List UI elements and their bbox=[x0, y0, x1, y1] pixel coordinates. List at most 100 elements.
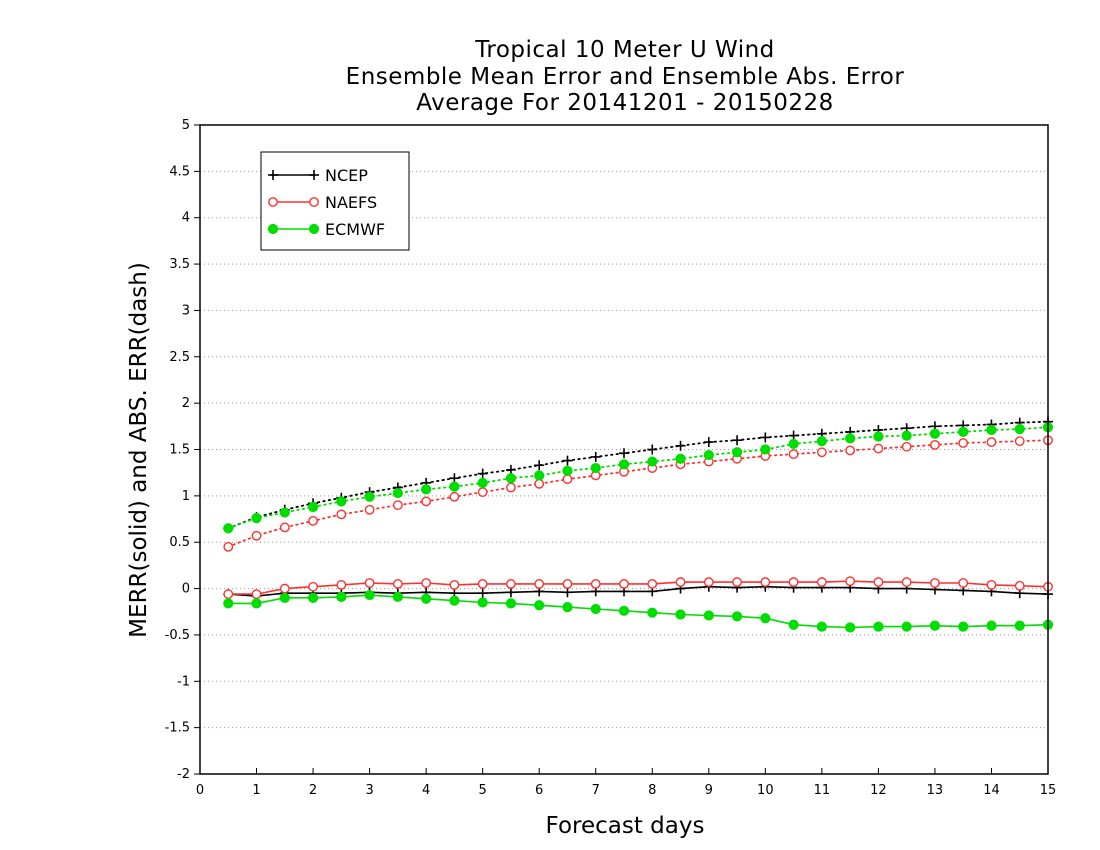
point-ncep-abs-err-9 bbox=[477, 468, 488, 479]
point-naefs-merr-11 bbox=[534, 579, 545, 589]
point-naefs-merr-5 bbox=[364, 578, 375, 588]
point-naefs-abs-err-23 bbox=[873, 443, 884, 454]
point-ecmwf-merr-14 bbox=[618, 605, 630, 616]
x-axis-ticks: 0 1 2 3 4 5 6 7 8 9 10 11 12 13 14 15 bbox=[196, 768, 1056, 798]
point-ecmwf-abs-err-19 bbox=[760, 444, 771, 455]
point-ecmwf-abs-err-14 bbox=[618, 459, 630, 470]
point-ecmwf-abs-err-3 bbox=[307, 501, 319, 513]
point-naefs-abs-err-0 bbox=[223, 541, 234, 552]
point-naefs-abs-err-24 bbox=[901, 441, 912, 452]
point-ecmwf-abs-err-16 bbox=[675, 453, 686, 464]
point-ecmwf-merr-13 bbox=[590, 603, 601, 615]
point-ecmwf-merr-4 bbox=[336, 591, 347, 603]
x-tick-label-10: 10 bbox=[757, 783, 774, 798]
point-naefs-merr-24 bbox=[901, 577, 912, 587]
point-naefs-merr-16 bbox=[675, 577, 686, 587]
point-naefs-merr-15 bbox=[647, 579, 658, 589]
point-naefs-abs-err-1 bbox=[251, 530, 262, 541]
point-naefs-merr-4 bbox=[336, 579, 347, 590]
point-ncep-abs-err-13 bbox=[590, 451, 601, 462]
point-ecmwf-merr-22 bbox=[845, 622, 856, 633]
point-ecmwf-merr-27 bbox=[986, 620, 997, 631]
legend-marker-left-ecmwf bbox=[267, 223, 279, 235]
point-naefs-merr-2 bbox=[279, 583, 290, 594]
point-naefs-merr-26 bbox=[958, 578, 969, 588]
point-naefs-abs-err-26 bbox=[958, 438, 969, 448]
point-ecmwf-merr-1 bbox=[251, 598, 262, 609]
legend-marker-left-ncep bbox=[268, 170, 278, 180]
title-line-3: Average For 20141201 - 20150228 bbox=[416, 90, 834, 116]
point-ecmwf-abs-err-18 bbox=[731, 447, 743, 458]
point-naefs-merr-18 bbox=[732, 577, 742, 587]
point-naefs-merr-9 bbox=[477, 579, 488, 589]
point-ecmwf-abs-err-28 bbox=[1014, 424, 1025, 435]
x-tick-label-9: 9 bbox=[705, 783, 713, 798]
y-tick-label-13: 4.5 bbox=[169, 164, 190, 179]
point-naefs-merr-12 bbox=[562, 579, 573, 589]
series-line-naefs-abs-err bbox=[227, 439, 1049, 548]
point-ncep-abs-err-11 bbox=[534, 460, 545, 471]
point-naefs-merr-6 bbox=[392, 579, 403, 589]
point-naefs-abs-err-21 bbox=[816, 447, 827, 458]
point-naefs-merr-23 bbox=[873, 577, 884, 587]
point-ecmwf-abs-err-12 bbox=[562, 465, 573, 476]
point-ecmwf-merr-18 bbox=[731, 611, 743, 622]
y-tick-label-4: 0 bbox=[182, 582, 190, 597]
x-tick-label-8: 8 bbox=[648, 783, 656, 798]
point-ecmwf-abs-err-20 bbox=[788, 438, 799, 450]
point-ecmwf-abs-err-10 bbox=[505, 473, 517, 484]
point-naefs-abs-err-3 bbox=[308, 515, 318, 526]
point-naefs-merr-13 bbox=[590, 579, 601, 589]
point-naefs-abs-err-11 bbox=[534, 478, 545, 489]
x-tick-label-12: 12 bbox=[870, 783, 887, 798]
x-tick-label-4: 4 bbox=[422, 783, 430, 798]
point-ecmwf-merr-17 bbox=[703, 610, 714, 621]
point-ecmwf-abs-err-0 bbox=[223, 523, 234, 534]
point-naefs-abs-err-20 bbox=[788, 449, 799, 460]
point-ecmwf-abs-err-4 bbox=[336, 496, 347, 507]
point-ecmwf-merr-16 bbox=[675, 609, 686, 620]
point-ecmwf-abs-err-7 bbox=[421, 484, 432, 495]
x-tick-label-1: 1 bbox=[252, 783, 260, 798]
point-naefs-merr-27 bbox=[986, 579, 997, 590]
point-ecmwf-abs-err-6 bbox=[392, 487, 403, 499]
point-ecmwf-merr-25 bbox=[929, 620, 941, 631]
legend-label-naefs: NAEFS bbox=[325, 193, 377, 212]
point-ecmwf-merr-0 bbox=[223, 598, 234, 609]
point-ecmwf-abs-err-25 bbox=[929, 428, 941, 439]
point-naefs-abs-err-8 bbox=[449, 491, 460, 502]
title-line-1: Tropical 10 Meter U Wind bbox=[475, 37, 775, 63]
point-naefs-merr-28 bbox=[1014, 580, 1025, 591]
y-axis-ticks: -2 -1.5 -1 -0.5 0 0.5 1 1.5 2 2.5 3 3.5 4 4.5 5 bbox=[165, 118, 200, 782]
point-ecmwf-merr-3 bbox=[307, 592, 319, 603]
point-naefs-abs-err-12 bbox=[562, 474, 573, 485]
point-naefs-merr-21 bbox=[816, 577, 827, 587]
x-tick-label-2: 2 bbox=[309, 783, 317, 798]
point-ecmwf-merr-24 bbox=[901, 621, 912, 632]
point-ncep-abs-err-17 bbox=[703, 437, 714, 448]
point-ecmwf-merr-15 bbox=[647, 607, 658, 618]
point-naefs-abs-err-10 bbox=[506, 482, 516, 493]
point-naefs-merr-25 bbox=[930, 578, 940, 588]
legend: NCEP NAEFS ECMWF bbox=[260, 151, 410, 251]
point-ncep-merr-12 bbox=[562, 587, 573, 598]
x-axis-title: Forecast days bbox=[546, 813, 705, 839]
point-ecmwf-merr-7 bbox=[421, 593, 432, 604]
y-tick-label-3: -0.5 bbox=[165, 628, 190, 643]
legend-label-ncep: NCEP bbox=[325, 166, 368, 185]
point-naefs-abs-err-6 bbox=[392, 500, 403, 511]
legend-label-ecmwf: ECMWF bbox=[325, 220, 385, 239]
point-ecmwf-abs-err-11 bbox=[534, 470, 545, 481]
point-ecmwf-abs-err-27 bbox=[986, 424, 997, 436]
point-naefs-abs-err-7 bbox=[421, 496, 432, 507]
x-tick-label-5: 5 bbox=[479, 783, 487, 798]
y-tick-label-6: 1 bbox=[182, 489, 190, 504]
legend-marker-right-ecmwf bbox=[308, 223, 320, 235]
point-naefs-abs-err-22 bbox=[845, 445, 856, 456]
y-tick-label-2: -1 bbox=[177, 674, 190, 689]
point-naefs-merr-20 bbox=[788, 577, 799, 587]
point-ecmwf-merr-21 bbox=[816, 621, 827, 632]
legend-marker-left-naefs bbox=[268, 197, 278, 207]
legend-marker-right-ncep bbox=[309, 170, 319, 180]
point-ecmwf-merr-26 bbox=[958, 621, 969, 632]
